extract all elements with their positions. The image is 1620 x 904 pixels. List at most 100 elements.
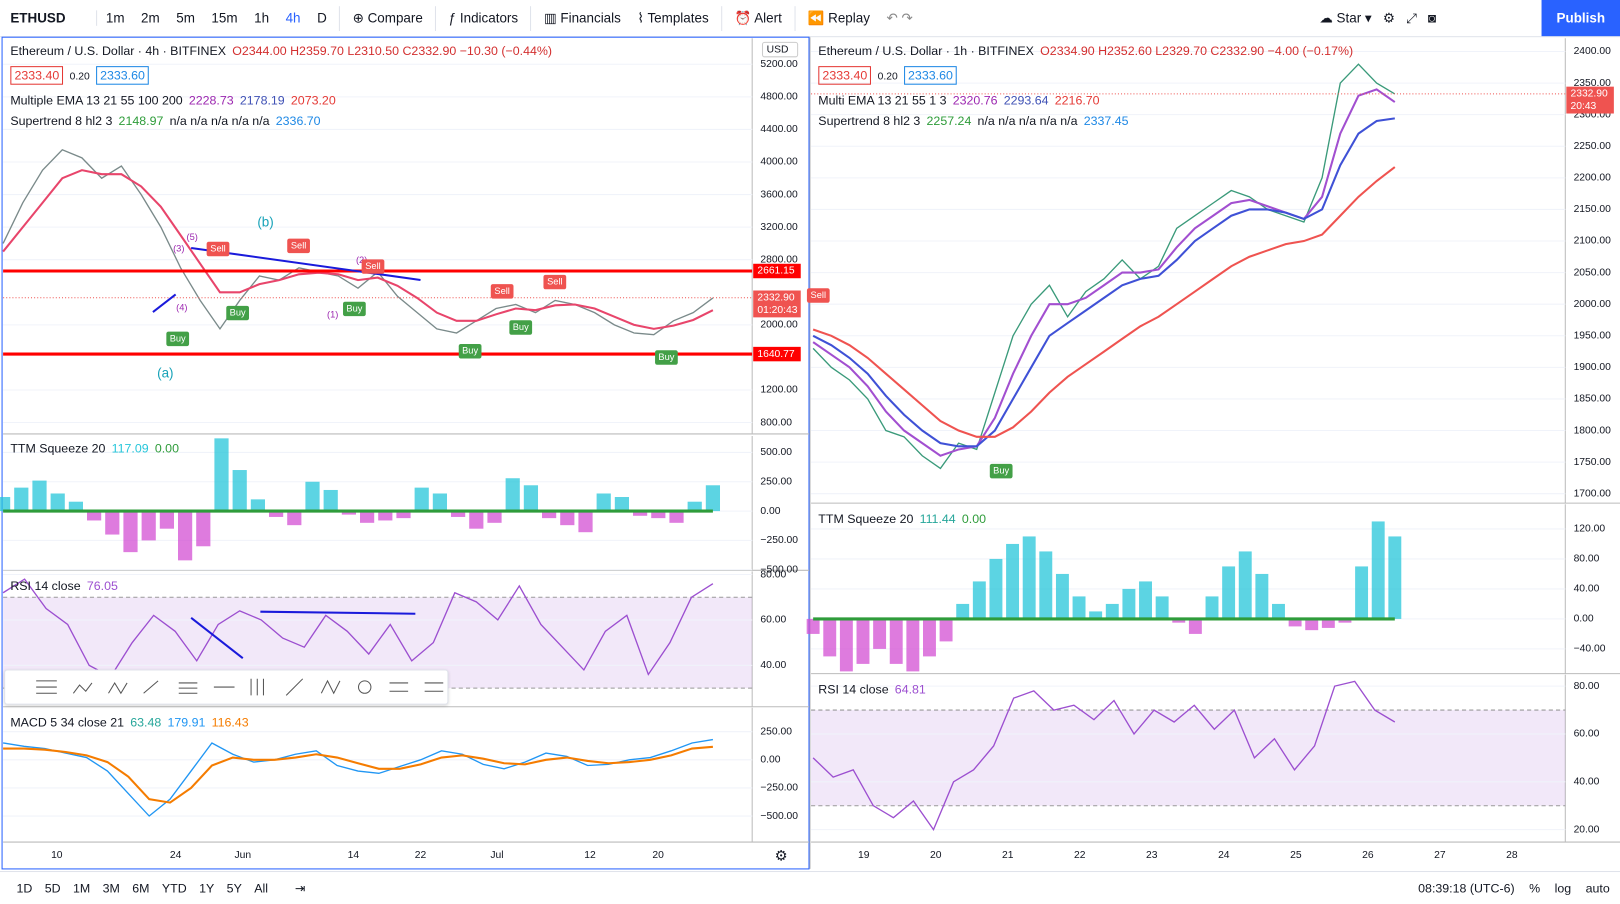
- interval[interactable]: 4h: [285, 10, 301, 26]
- signal-tag: [226, 305, 250, 321]
- indicators-button[interactable]: ƒ Indicators: [448, 10, 519, 26]
- interval[interactable]: 5m: [176, 10, 195, 26]
- histogram-bar: [614, 497, 630, 512]
- wave-label: (1): [327, 310, 338, 320]
- ranges: 1D 5D 1M 3M 6M YTD 1Y 5Y All: [0, 881, 274, 895]
- financials-button[interactable]: ▥ Financials: [543, 9, 621, 26]
- bid: 2333.40: [10, 66, 64, 85]
- replay-button[interactable]: ⏪ Replay: [807, 9, 870, 26]
- histogram-bar: [214, 438, 229, 512]
- quote-boxes: 2333.40 0.20 2333.60: [818, 66, 963, 85]
- y-tick-label: 2150.00: [1574, 204, 1612, 215]
- histogram-bar: [1388, 536, 1402, 619]
- symbol[interactable]: ETHUSD: [0, 10, 98, 26]
- y-tick-label: 2250.00: [1574, 141, 1612, 152]
- indicator-value: 2320.76: [952, 92, 998, 108]
- histogram-bar: [1155, 596, 1169, 619]
- alert-button[interactable]: ⏰ Alert: [734, 9, 782, 26]
- active-frame: [1, 36, 810, 870]
- x-tick-label: 12: [584, 850, 596, 861]
- ask: 2333.60: [903, 66, 958, 85]
- range-button[interactable]: All: [254, 881, 269, 896]
- range-button[interactable]: 3M: [102, 881, 120, 896]
- log-toggle[interactable]: log: [1554, 881, 1572, 896]
- label: Star: [1336, 9, 1362, 26]
- y-tick-label: −500.00: [760, 811, 798, 822]
- x-tick-label: 28: [1506, 850, 1518, 861]
- range-button[interactable]: 1D: [16, 881, 33, 896]
- publish-button[interactable]: Publish: [1541, 0, 1620, 37]
- interval[interactable]: 1h: [254, 10, 270, 26]
- wave-label: (4): [176, 302, 187, 312]
- histogram-bar: [1355, 566, 1369, 619]
- histogram-bar: [305, 481, 320, 512]
- y-tick-label: 3600.00: [760, 189, 798, 200]
- indicator-name: TTM Squeeze 20: [818, 511, 914, 526]
- histogram-bar: [1055, 573, 1069, 619]
- indicator-value: n/a n/a n/a n/a n/a: [169, 113, 270, 129]
- signal-label: Sell: [291, 240, 306, 250]
- level-tag: [753, 263, 801, 279]
- y-tick-label: 4800.00: [760, 92, 798, 103]
- y-tick-label: 60.00: [760, 615, 786, 626]
- bid: 2333.40: [818, 66, 872, 85]
- range-button[interactable]: YTD: [161, 881, 187, 896]
- y-tick-label: 250.00: [760, 476, 792, 487]
- histogram-bar: [1288, 618, 1302, 627]
- signal-label: Sell: [547, 277, 562, 287]
- drawing-toolbar[interactable]: [4, 669, 449, 705]
- compare-button[interactable]: ⊕ Compare: [352, 9, 423, 26]
- y-tick-label: 1800.00: [1574, 425, 1612, 436]
- interval[interactable]: D: [317, 10, 327, 26]
- range-button[interactable]: 5Y: [226, 881, 242, 896]
- wave-label: (3): [173, 243, 184, 253]
- separator: [435, 5, 437, 31]
- histogram-bar: [578, 511, 593, 533]
- histogram-bar: [159, 511, 174, 529]
- y-tick-label: 250.00: [760, 726, 792, 737]
- indicator-value: 2216.70: [1054, 92, 1100, 108]
- y-tick-label: −40.00: [1574, 644, 1606, 655]
- x-tick-label: 10: [51, 850, 63, 861]
- histogram-bar: [178, 511, 193, 561]
- indicator-value: 2228.73: [188, 92, 234, 108]
- range-button[interactable]: 1Y: [199, 881, 215, 896]
- histogram-bar: [250, 499, 266, 512]
- goto-date[interactable]: ⇥: [294, 881, 306, 896]
- templates-button[interactable]: ⌇ Templates: [637, 9, 709, 26]
- histogram-bar: [1022, 536, 1036, 619]
- signal-label: Buy: [346, 303, 362, 313]
- range-button[interactable]: 6M: [132, 881, 150, 896]
- y-tick-label: 1850.00: [1574, 394, 1612, 405]
- indicator-value: 2336.70: [275, 113, 321, 129]
- star-button[interactable]: ☁ Star ▾ ⚙ ⤢ ◙: [1319, 9, 1437, 26]
- range-button[interactable]: 1M: [73, 881, 91, 896]
- label: Indicators: [459, 10, 519, 26]
- histogram-bar: [906, 618, 920, 672]
- histogram-bar: [196, 511, 211, 547]
- drawing-icons: [36, 678, 444, 696]
- interval[interactable]: 2m: [141, 10, 160, 26]
- indicator-name: Multi EMA 13 21 55 1 3: [818, 92, 947, 108]
- y-tick-label: 80.00: [1574, 554, 1600, 565]
- signal-tag: [655, 350, 678, 365]
- auto-toggle[interactable]: auto: [1585, 881, 1610, 896]
- histogram-bar: [669, 511, 684, 523]
- y-tick-label: 40.00: [760, 660, 786, 671]
- range-button[interactable]: 5D: [44, 881, 61, 896]
- undo-redo[interactable]: ↶ ↷: [886, 9, 913, 26]
- clock: 08:39:18 (UTC-6): [1418, 881, 1515, 896]
- series-line: [812, 680, 1396, 832]
- interval[interactable]: 15m: [211, 10, 238, 26]
- histogram-bar: [123, 511, 138, 553]
- histogram-bar: [14, 487, 29, 512]
- histogram-bar: [1255, 573, 1269, 619]
- y-tick-label: 3200.00: [760, 222, 798, 233]
- interval[interactable]: 1m: [105, 10, 125, 26]
- last-price-label: 2332.90: [1570, 89, 1608, 100]
- histogram-bar: [1205, 596, 1219, 619]
- quote-boxes: 2333.40 0.20 2333.60: [10, 66, 155, 85]
- percent-toggle[interactable]: %: [1529, 881, 1541, 896]
- histogram-bar: [87, 511, 102, 521]
